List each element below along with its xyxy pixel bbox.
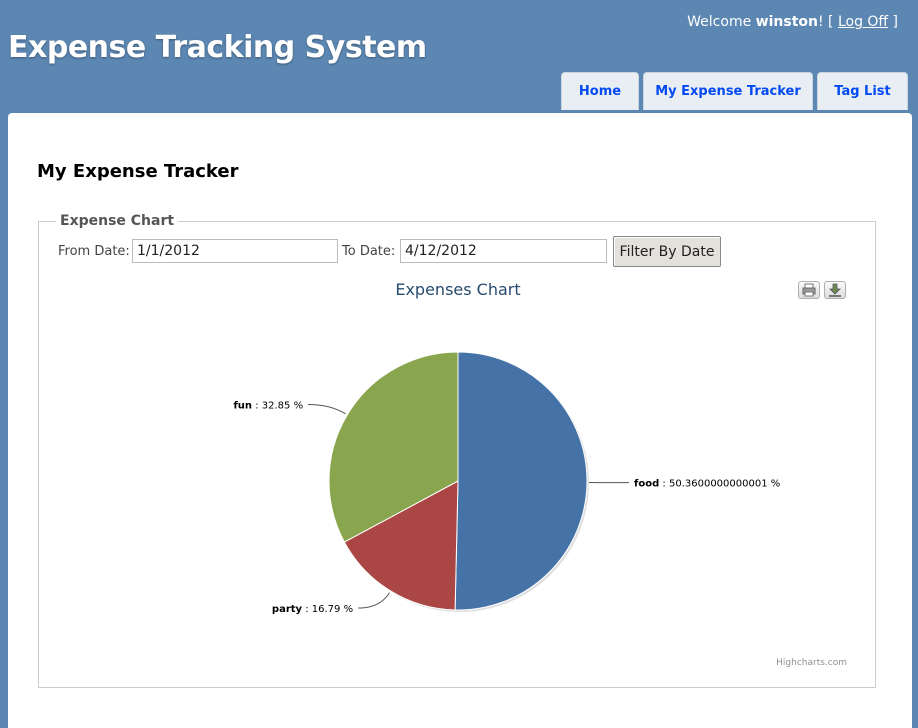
tab-tag-list[interactable]: Tag List bbox=[817, 72, 908, 110]
username: winston bbox=[756, 14, 818, 30]
pie-label-party: party : 16.79 % bbox=[272, 604, 353, 615]
tab-home[interactable]: Home bbox=[561, 72, 639, 110]
chart-credits[interactable]: Highcharts.com bbox=[776, 658, 847, 668]
tab-my-expense-tracker[interactable]: My Expense Tracker bbox=[643, 72, 813, 110]
pie-label-value: : 32.85 % bbox=[252, 401, 303, 412]
pie-label-fun: fun : 32.85 % bbox=[233, 401, 303, 412]
pie-connector-fun bbox=[308, 405, 345, 414]
expenses-pie-chart: Expenses Chart food : 50.3600000000001 %… bbox=[8, 113, 912, 713]
pie-slices bbox=[329, 352, 589, 612]
pie-label-value: : 50.3600000000001 % bbox=[659, 479, 780, 490]
logoff-link[interactable]: Log Off bbox=[838, 14, 888, 30]
chart-title: Expenses Chart bbox=[395, 280, 520, 299]
pie-connector-party bbox=[358, 593, 389, 608]
login-display: Welcome winston! [ Log Off ] bbox=[687, 14, 898, 30]
pie-label-food: food : 50.3600000000001 % bbox=[634, 479, 780, 490]
welcome-text: Welcome bbox=[687, 14, 751, 30]
page-header: Expense Tracking System Welcome winston!… bbox=[0, 0, 918, 113]
pie-label-value: : 16.79 % bbox=[302, 604, 353, 615]
main-content: My Expense Tracker Expense Chart From Da… bbox=[8, 113, 912, 728]
pie-label-name: party bbox=[272, 604, 303, 615]
logoff-suffix: ] bbox=[893, 14, 898, 30]
welcome-suffix: ! [ bbox=[818, 14, 834, 30]
pie-label-name: fun bbox=[233, 401, 252, 412]
app-title: Expense Tracking System bbox=[8, 30, 427, 65]
pie-slice-food[interactable] bbox=[455, 352, 587, 610]
pie-label-name: food bbox=[634, 479, 659, 490]
